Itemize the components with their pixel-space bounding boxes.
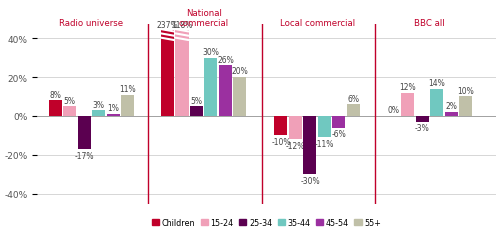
Text: 8%: 8% [50,90,61,100]
Bar [401,93,414,116]
Text: 1%: 1% [107,104,119,113]
Text: 237%: 237% [156,21,178,30]
Bar [161,31,174,116]
Bar [204,58,218,116]
Text: 10%: 10% [458,86,474,96]
Text: -17%: -17% [74,151,94,160]
Bar [304,116,316,175]
Bar [332,116,345,128]
Text: National
commercial: National commercial [178,9,229,28]
Text: 2%: 2% [445,102,457,111]
Bar [318,116,331,138]
Text: BBC all: BBC all [414,19,445,28]
Text: 0%: 0% [387,106,399,115]
Text: 14%: 14% [428,79,445,88]
Text: Radio universe: Radio universe [60,19,124,28]
Bar [416,116,428,122]
Text: 20%: 20% [232,67,248,76]
Text: -10%: -10% [271,138,290,146]
Text: -11%: -11% [314,139,334,148]
Bar [444,112,458,116]
Bar [289,116,302,140]
Text: Local commercial: Local commercial [280,19,354,28]
Bar [63,107,76,117]
Bar [190,107,203,117]
Text: 5%: 5% [190,96,202,105]
Text: 118%: 118% [172,21,192,30]
Bar [430,89,443,117]
Text: -30%: -30% [300,176,320,185]
Text: 5%: 5% [64,96,76,105]
Text: 6%: 6% [348,94,360,103]
Bar [347,105,360,117]
Bar [78,116,90,150]
Text: 12%: 12% [400,83,416,92]
Text: 30%: 30% [202,48,220,57]
Bar [219,66,232,116]
Text: -12%: -12% [286,141,305,150]
Bar [459,97,472,116]
Bar [106,114,120,116]
Text: 11%: 11% [120,85,136,94]
Bar [274,116,287,136]
Text: 26%: 26% [217,56,234,64]
Text: 3%: 3% [92,100,104,109]
Bar [176,31,188,116]
Text: -6%: -6% [332,130,346,139]
Legend: Children, 15-24, 25-34, 35-44, 45-54, 55+: Children, 15-24, 25-34, 35-44, 45-54, 55… [149,215,384,230]
Bar [121,95,134,116]
Bar [92,111,105,116]
Bar [48,101,62,116]
Bar [234,78,246,116]
Text: -3%: -3% [415,124,430,133]
